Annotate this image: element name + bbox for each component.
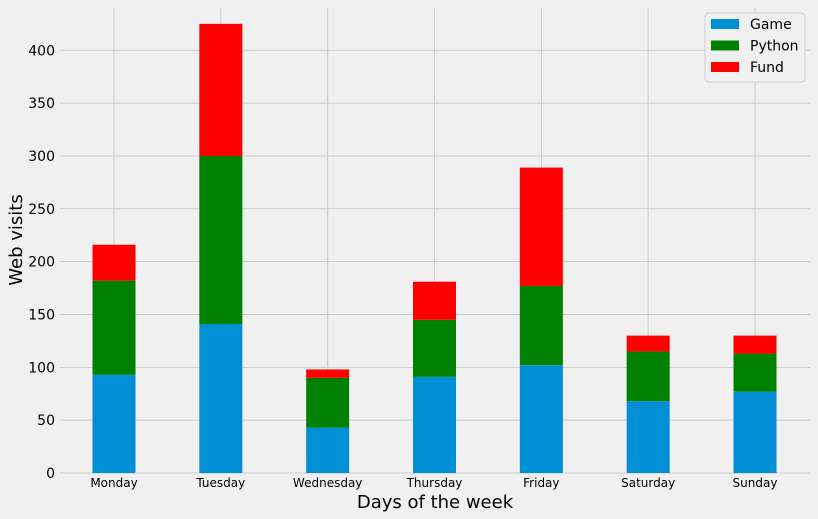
x-tick-label: Friday bbox=[523, 476, 559, 490]
x-tick-label: Sunday bbox=[733, 476, 778, 490]
y-tick-label: 150 bbox=[28, 307, 55, 323]
y-tick-label: 250 bbox=[28, 202, 55, 218]
legend-swatch-python bbox=[711, 40, 739, 51]
bar-fund-thursday bbox=[413, 281, 456, 320]
legend-swatch-game bbox=[711, 19, 739, 29]
y-tick-labels: 0 50 100 150 200 250 300 350 400 bbox=[28, 43, 55, 482]
legend-swatch-fund bbox=[711, 62, 739, 72]
legend-label-python: Python bbox=[750, 39, 799, 55]
legend-label-fund: Fund bbox=[750, 60, 784, 76]
bar-game-monday bbox=[92, 374, 136, 473]
bar-python-sunday bbox=[733, 353, 777, 392]
x-tick-label: Tuesday bbox=[195, 476, 245, 490]
bar-python-tuesday bbox=[199, 155, 243, 324]
bar-game-tuesday bbox=[199, 323, 243, 473]
bar-game-thursday bbox=[413, 376, 456, 473]
x-tick-label: Wednesday bbox=[293, 476, 362, 490]
x-tick-label: Monday bbox=[90, 476, 137, 490]
bar-game-wednesday bbox=[306, 427, 350, 473]
x-tick-labels: Monday Tuesday Wednesday Thursday Friday Satu… bbox=[90, 476, 777, 490]
y-axis-label: Web visits bbox=[6, 194, 27, 285]
bar-python-monday bbox=[92, 280, 136, 375]
bar-fund-sunday bbox=[733, 335, 777, 354]
bar-python-friday bbox=[519, 285, 563, 366]
x-axis-label: Days of the week bbox=[357, 492, 514, 513]
bar-python-saturday bbox=[626, 351, 670, 402]
bar-fund-wednesday bbox=[306, 369, 350, 378]
y-tick-label: 350 bbox=[28, 96, 55, 112]
bar-game-saturday bbox=[626, 401, 670, 473]
y-tick-label: 300 bbox=[28, 149, 55, 165]
x-tick-label: Saturday bbox=[621, 476, 675, 490]
y-tick-label: 50 bbox=[37, 413, 55, 429]
y-tick-label: 100 bbox=[28, 360, 55, 376]
bar-fund-friday bbox=[519, 167, 563, 286]
legend: Game Python Fund bbox=[704, 12, 806, 83]
bar-game-sunday bbox=[733, 391, 777, 473]
bar-fund-tuesday bbox=[199, 23, 243, 156]
x-tick-label: Thursday bbox=[406, 476, 463, 490]
bar-python-wednesday bbox=[306, 377, 350, 428]
y-tick-label: 0 bbox=[46, 466, 55, 482]
bar-python-thursday bbox=[413, 319, 456, 377]
legend-label-game: Game bbox=[750, 17, 792, 33]
y-tick-label: 200 bbox=[28, 255, 55, 271]
bar-fund-saturday bbox=[626, 335, 670, 352]
y-tick-label: 400 bbox=[28, 43, 55, 59]
bar-fund-monday bbox=[92, 244, 136, 281]
bar-game-friday bbox=[519, 365, 563, 473]
bars bbox=[92, 23, 777, 473]
